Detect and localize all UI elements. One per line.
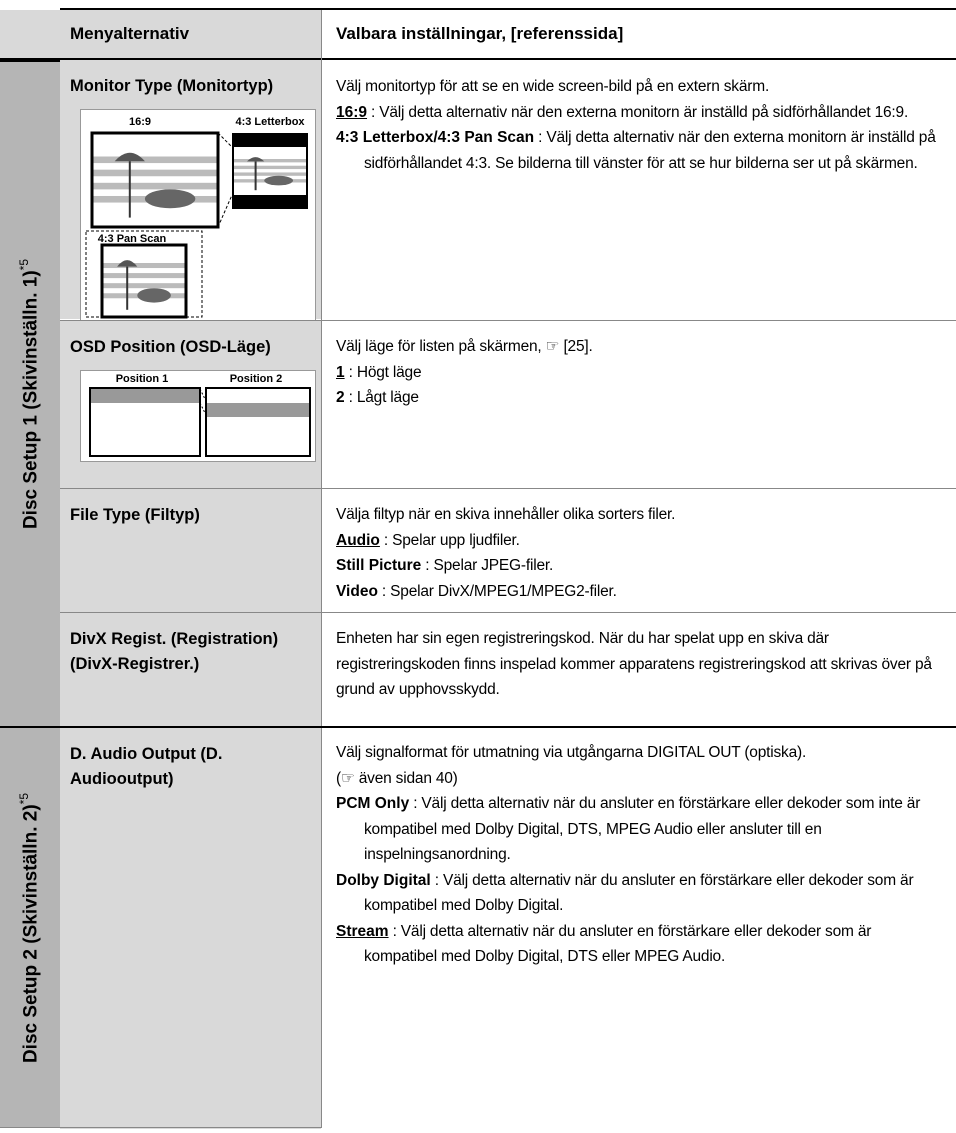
header-menu: Menyalternativ	[70, 24, 190, 43]
group-label-wrap: Disc Setup 1 (Skivinställn. 1)*5	[0, 62, 60, 726]
option-text: : Välj detta alternativ när den externa …	[371, 103, 909, 121]
intro-text: Välj monitortyp för att se en wide scree…	[336, 78, 770, 95]
monitor-figure: 16:9 4:3 Letterbox 4:3 Pan Scan	[80, 109, 316, 321]
group-title: Disc Setup 1 (Skivinställn. 1)	[20, 270, 42, 530]
figure-label: 4:3 Pan Scan	[98, 233, 167, 245]
figure-label: Position 1	[116, 373, 169, 385]
menu-cell: OSD Position (OSD-Läge) Position 1 Posit…	[60, 321, 321, 488]
option-term: Audio	[336, 531, 380, 549]
group-rule	[60, 726, 956, 728]
group-cell: Disc Setup 2 (Skivinställn. 2)*5	[0, 726, 60, 1128]
group-footnote: *5	[17, 792, 32, 805]
option-text: : Spelar JPEG-filer.	[425, 557, 554, 574]
group-label: Disc Setup 1 (Skivinställn. 1)*5	[17, 259, 42, 529]
option-text: : Välj detta alternativ när du ansluter …	[364, 922, 872, 966]
group-label: Disc Setup 2 (Skivinställn. 2)*5	[17, 793, 42, 1063]
intro-text: Välja filtyp när en skiva innehåller oli…	[336, 506, 676, 523]
figure-label: 4:3 Letterbox	[235, 116, 305, 128]
menu-cell: Monitor Type (Monitortyp) 16:9 4:3 Lette…	[60, 60, 321, 321]
option: Audio: Spelar upp ljudfiler.	[336, 528, 948, 554]
description-cell: Välj monitortyp för att se en wide scree…	[322, 62, 956, 320]
option: Still Picture: Spelar JPEG-filer.	[336, 553, 948, 579]
row-rule	[60, 612, 956, 613]
description-cell: Enheten har sin egen registreringskod. N…	[322, 614, 956, 726]
option-term: 16:9	[336, 103, 368, 121]
option: PCM Only: Välj detta alternativ när du a…	[336, 791, 948, 868]
osd-figure: Position 1 Position 2	[80, 370, 316, 462]
description-cell: Välj signalformat för utmatning via utgå…	[322, 728, 956, 1128]
option-text: : Lågt läge	[348, 389, 419, 406]
option-term: 2	[336, 389, 345, 406]
option: Stream: Välj detta alternativ när du ans…	[336, 919, 948, 970]
column-rule	[321, 10, 322, 1128]
header-settings: Valbara inställningar, [referenssida]	[336, 24, 624, 43]
option: Video: Spelar DivX/MPEG1/MPEG2-filer.	[336, 579, 948, 605]
option-term: Dolby Digital	[336, 871, 431, 889]
option-text: : Välj detta alternativ när den externa …	[364, 129, 936, 172]
group-cell: Disc Setup 1 (Skivinställn. 1)*5	[0, 60, 60, 726]
intro-text: Enheten har sin egen registreringskod. N…	[336, 630, 932, 698]
option: 16:9: Välj detta alternativ när den exte…	[336, 100, 948, 126]
option-text: : Välj detta alternativ när du ansluter …	[364, 871, 914, 915]
group-label-wrap: Disc Setup 2 (Skivinställn. 2)*5	[0, 728, 60, 1128]
group-title: Disc Setup 2 (Skivinställn. 2)	[20, 804, 42, 1064]
menu-cell: D. Audio Output (D. Audiooutput)	[60, 728, 321, 1129]
option-term: Video	[336, 582, 378, 600]
group-footnote: *5	[17, 258, 32, 271]
option-term: PCM Only	[336, 795, 410, 812]
figure: Position 1 Position 2	[80, 370, 316, 470]
header-menu-bg	[0, 10, 322, 58]
option-term: Stream	[336, 922, 389, 940]
option-text: : Spelar upp ljudfiler.	[383, 531, 520, 549]
description-cell: Välja filtyp när en skiva innehåller oli…	[322, 490, 956, 612]
figure: 16:9 4:3 Letterbox 4:3 Pan Scan	[80, 109, 316, 329]
menu-cell: DivX Regist. (Registration) (DivX-Regist…	[60, 613, 321, 726]
option: Dolby Digital: Välj detta alternativ när…	[336, 868, 948, 919]
intro-text: Välj signalformat för utmatning via utgå…	[336, 744, 807, 761]
option: 1: Högt läge	[336, 360, 948, 386]
menu-item: D. Audio Output (D. Audiooutput)	[70, 745, 223, 788]
option-text: : Högt läge	[348, 363, 422, 381]
menu-item: Monitor Type (Monitortyp)	[70, 77, 274, 95]
option-term: Still Picture	[336, 557, 422, 574]
bottom-rule	[0, 1127, 322, 1128]
option-term: 4:3 Letterbox/4:3 Pan Scan	[336, 129, 535, 146]
option-text: : Spelar DivX/MPEG1/MPEG2-filer.	[381, 582, 617, 600]
header-rule	[0, 58, 956, 60]
description-cell: Välj läge för listen på skärmen, ☞ [25].…	[322, 322, 956, 488]
menu-item: File Type (Filtyp)	[70, 506, 200, 524]
intro-text: (☞ även sidan 40)	[336, 769, 458, 787]
row-rule	[60, 488, 956, 489]
row-rule	[60, 320, 956, 321]
figure-label: 16:9	[129, 116, 151, 128]
figure-label: Position 2	[230, 373, 283, 385]
option: 4:3 Letterbox/4:3 Pan Scan: Välj detta a…	[336, 125, 948, 176]
top-rule	[60, 8, 956, 10]
menu-cell: File Type (Filtyp)	[60, 489, 321, 612]
menu-item: OSD Position (OSD-Läge)	[70, 338, 271, 356]
option-term: 1	[336, 363, 345, 381]
option-text: : Välj detta alternativ när du ansluter …	[364, 795, 921, 863]
option: 2: Lågt läge	[336, 385, 948, 411]
intro-text: Välj läge för listen på skärmen, ☞ [25].	[336, 338, 593, 355]
menu-item: DivX Regist. (Registration) (DivX-Regist…	[70, 630, 279, 673]
